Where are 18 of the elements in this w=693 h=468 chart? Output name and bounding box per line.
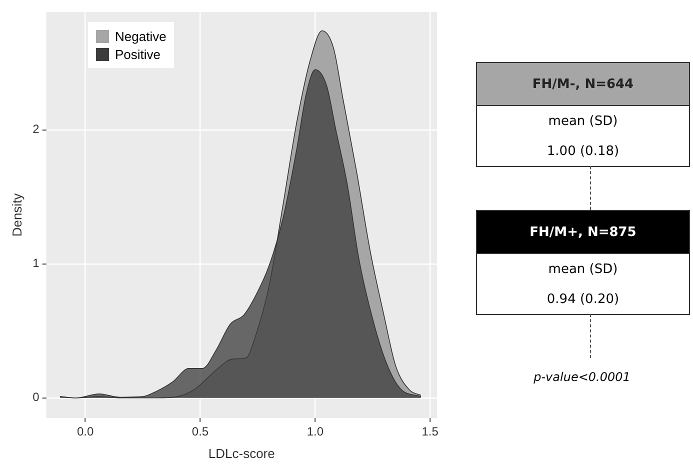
y-tick-label: 0 [32, 390, 40, 404]
text: mean (SD) [547, 260, 619, 278]
text: 1.00 (0.18) [546, 142, 620, 160]
x-tick-label: 1.5 [422, 424, 439, 439]
x-tick-label: 0.0 [77, 424, 94, 439]
text: FH/M-, N=644 [476, 62, 690, 106]
y-tick-label: 2 [32, 122, 40, 136]
y-axis-title: Density [9, 192, 24, 237]
legend-label: Negative [115, 28, 166, 44]
x-axis-title: LDLc-score [208, 446, 275, 461]
y-tick-label: 1 [32, 256, 40, 270]
text: p-value<0.0001 [532, 370, 632, 384]
x-tick-label: 0.5 [192, 424, 209, 439]
legend-label: Positive [115, 46, 161, 62]
text: mean (SD) [547, 112, 619, 130]
x-tick-label: 1.0 [306, 424, 324, 439]
text: 0.94 (0.20) [546, 290, 620, 308]
text: FH/M+, N=875 [476, 210, 690, 254]
